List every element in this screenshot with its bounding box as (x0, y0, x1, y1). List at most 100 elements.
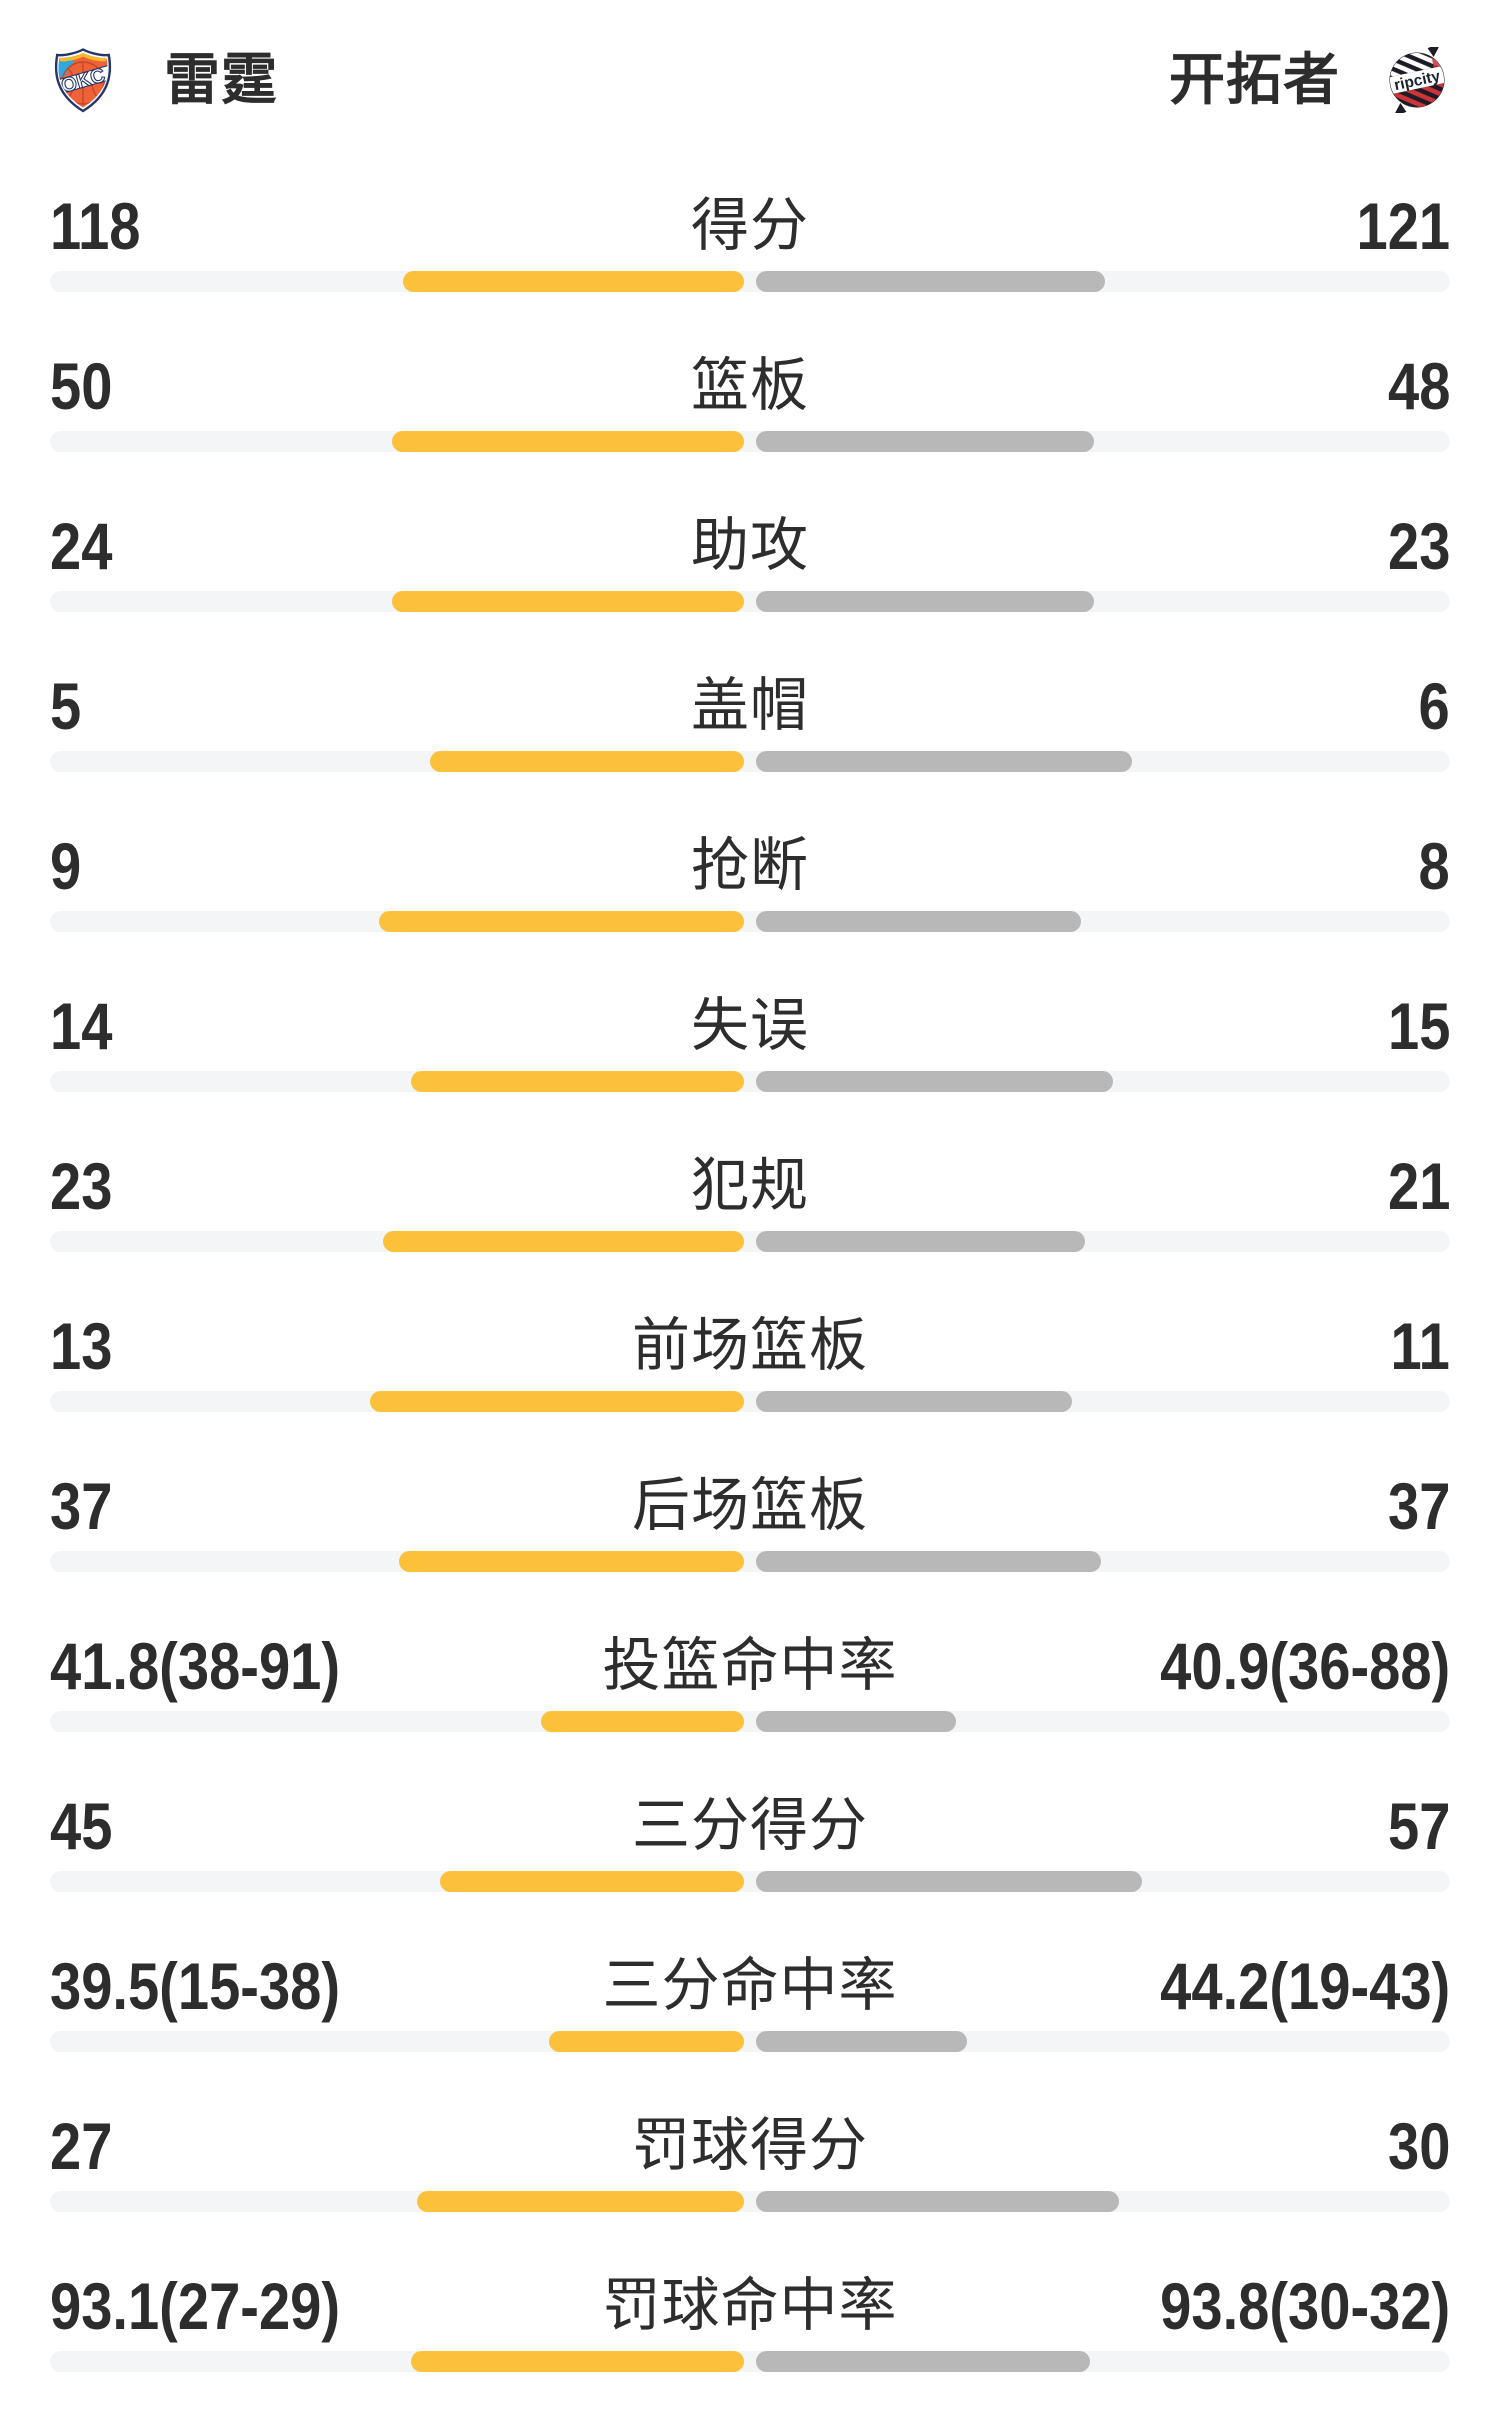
stat-row: 39.5(15-38) 44.2(19-43) 三分命中率 (0, 1940, 1500, 2100)
bar-track (50, 751, 1450, 772)
stat-row: 13 11 前场篮板 (0, 1300, 1500, 1460)
home-value: 41.8(38-91) (50, 1629, 341, 1703)
stat-row: 37 37 后场篮板 (0, 1460, 1500, 1620)
bar-track (50, 431, 1450, 452)
home-value: 39.5(15-38) (50, 1949, 341, 2023)
away-value: 21 (1387, 1149, 1450, 1223)
stat-row: 14 15 失误 (0, 980, 1500, 1140)
home-bar (417, 2191, 744, 2212)
away-bar (756, 271, 1105, 292)
away-bar (756, 2351, 1090, 2372)
away-value: 93.8(30-32) (1159, 2269, 1450, 2343)
stat-values-line: 118 121 (50, 190, 1450, 262)
stat-values-line: 13 11 (50, 1310, 1450, 1382)
away-value: 44.2(19-43) (1159, 1949, 1450, 2023)
home-bar (541, 1711, 744, 1732)
home-value: 45 (50, 1789, 113, 1863)
stat-row: 45 57 三分得分 (0, 1780, 1500, 1940)
away-value: 57 (1387, 1789, 1450, 1863)
home-bar (549, 2031, 744, 2052)
away-value: 121 (1356, 189, 1450, 263)
stat-values-line: 23 21 (50, 1150, 1450, 1222)
stat-values-line: 41.8(38-91) 40.9(36-88) (50, 1630, 1450, 1702)
bar-track (50, 2351, 1450, 2372)
away-bar (756, 431, 1094, 452)
okc-team-logo-icon: OKC (54, 48, 112, 113)
away-value: 30 (1387, 2109, 1450, 2183)
bar-track (50, 271, 1450, 292)
home-team: OKC 雷霆 (50, 47, 278, 113)
blazers-team-logo-icon: ripcity (1384, 47, 1450, 113)
stat-row: 27 30 罚球得分 (0, 2100, 1500, 2260)
away-value: 15 (1387, 989, 1450, 1063)
stat-row: 23 21 犯规 (0, 1140, 1500, 1300)
away-bar (756, 911, 1081, 932)
home-bar (392, 431, 744, 452)
stat-values-line: 45 57 (50, 1790, 1450, 1862)
away-bar (756, 1071, 1113, 1092)
home-value: 9 (50, 829, 82, 903)
home-bar (411, 1071, 744, 1092)
home-value: 27 (50, 2109, 113, 2183)
home-value: 5 (50, 669, 82, 743)
bar-track (50, 1391, 1450, 1412)
stat-values-line: 27 30 (50, 2110, 1450, 2182)
bar-track (50, 911, 1450, 932)
away-bar (756, 2191, 1119, 2212)
home-value: 24 (50, 509, 113, 583)
header: OKC 雷霆 开拓者 (50, 46, 1450, 114)
stat-row: 50 48 篮板 (0, 340, 1500, 500)
home-bar (411, 2351, 744, 2372)
bar-track (50, 1071, 1450, 1092)
home-value: 14 (50, 989, 113, 1063)
stat-row: 93.1(27-29) 93.8(30-32) 罚球命中率 (0, 2260, 1500, 2420)
away-value: 40.9(36-88) (1159, 1629, 1450, 1703)
stat-values-line: 93.1(27-29) 93.8(30-32) (50, 2270, 1450, 2342)
bar-track (50, 591, 1450, 612)
away-value: 8 (1418, 829, 1450, 903)
home-bar (430, 751, 744, 772)
home-bar (370, 1391, 744, 1412)
home-value: 23 (50, 1149, 113, 1223)
home-value: 50 (50, 349, 113, 423)
home-bar (379, 911, 744, 932)
home-bar (440, 1871, 744, 1892)
away-team: 开拓者 (1169, 47, 1450, 113)
away-bar (756, 1711, 956, 1732)
bar-track (50, 1551, 1450, 1572)
home-value: 37 (50, 1469, 113, 1543)
away-value: 23 (1387, 509, 1450, 583)
stat-values-line: 39.5(15-38) 44.2(19-43) (50, 1950, 1450, 2022)
home-bar (392, 591, 744, 612)
stat-row: 41.8(38-91) 40.9(36-88) 投篮命中率 (0, 1620, 1500, 1780)
away-bar (756, 1551, 1101, 1572)
away-bar (756, 1391, 1072, 1412)
away-value: 48 (1387, 349, 1450, 423)
stat-values-line: 24 23 (50, 510, 1450, 582)
away-bar (756, 751, 1132, 772)
bar-track (50, 1231, 1450, 1252)
home-team-name: 雷霆 (164, 48, 278, 111)
away-value: 37 (1387, 1469, 1450, 1543)
away-value: 6 (1418, 669, 1450, 743)
bar-track (50, 2031, 1450, 2052)
home-value: 118 (50, 189, 141, 263)
away-value: 11 (1390, 1309, 1450, 1383)
home-bar (383, 1231, 744, 1252)
bar-track (50, 1711, 1450, 1732)
home-value: 13 (50, 1309, 113, 1383)
stat-row: 5 6 盖帽 (0, 660, 1500, 820)
home-value: 93.1(27-29) (50, 2269, 341, 2343)
stat-row: 118 121 得分 (0, 180, 1500, 340)
bar-track (50, 1871, 1450, 1892)
stat-row: 9 8 抢断 (0, 820, 1500, 980)
away-bar (756, 591, 1094, 612)
stat-values-line: 50 48 (50, 350, 1450, 422)
home-bar (403, 271, 744, 292)
away-bar (756, 2031, 967, 2052)
stat-row: 24 23 助攻 (0, 500, 1500, 660)
